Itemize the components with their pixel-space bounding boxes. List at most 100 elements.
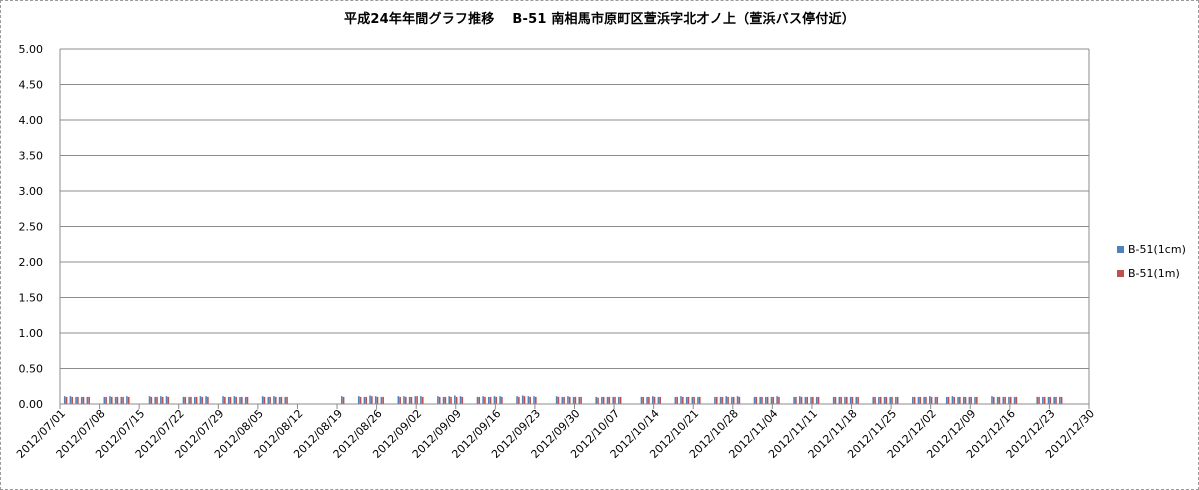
bar-1cm	[878, 396, 880, 404]
bar-1cm	[736, 396, 739, 404]
bar-1m	[936, 396, 939, 404]
bar-1m	[110, 396, 113, 404]
bar-1m	[404, 396, 407, 404]
bar-1m	[269, 396, 271, 404]
bar-1m	[580, 396, 582, 404]
bar-1cm	[595, 396, 598, 404]
bar-1m	[619, 396, 622, 404]
y-tick-label: 5.00	[19, 43, 44, 56]
bar-1cm	[849, 396, 852, 404]
bar-1cm	[719, 396, 722, 404]
bar-1m	[195, 396, 198, 404]
bar-1cm	[855, 396, 858, 404]
bar-1cm	[996, 396, 999, 404]
bar-1m	[563, 396, 565, 404]
bar-1m	[229, 396, 232, 404]
bar-1cm	[154, 396, 157, 404]
bar-1m	[1009, 396, 1012, 404]
bar-1cm	[340, 396, 343, 404]
bar-1cm	[369, 395, 371, 404]
bar-1cm	[222, 396, 224, 404]
bar-1m	[201, 396, 204, 404]
bar-1m	[71, 396, 74, 404]
bar-1cm	[872, 396, 875, 404]
bar-1m	[738, 396, 741, 404]
bar-1cm	[815, 396, 818, 404]
bar-1cm	[120, 396, 123, 404]
bar-1cm	[685, 396, 688, 404]
bar-1cm	[103, 396, 106, 404]
bar-1cm	[499, 396, 501, 404]
bar-1m	[874, 396, 876, 404]
bar-1cm	[278, 396, 281, 404]
bar-1m	[224, 396, 226, 404]
bar-1cm	[923, 396, 925, 404]
bar-1cm	[759, 396, 761, 404]
bar-1m	[698, 396, 701, 404]
bar-1cm	[657, 396, 660, 404]
bar-1cm	[284, 396, 287, 404]
bar-1cm	[408, 396, 411, 404]
bar-1cm	[725, 396, 728, 404]
legend-label-1cm: B-51(1cm)	[1128, 243, 1186, 256]
bar-1cm	[459, 396, 462, 404]
bar-1m	[116, 396, 119, 404]
bar-1m	[851, 396, 854, 404]
bar-1cm	[753, 396, 756, 404]
bar-1cm	[414, 396, 417, 404]
bar-1cm	[974, 396, 976, 404]
bar-1m	[919, 396, 922, 404]
bar-1cm	[160, 396, 162, 404]
bar-1m	[122, 396, 124, 404]
bar-1m	[535, 396, 537, 404]
bar-1cm	[1047, 396, 1050, 404]
bar-1m	[150, 396, 153, 404]
bar-1m	[190, 396, 192, 404]
bar-1cm	[205, 396, 207, 404]
bar-1m	[421, 396, 424, 404]
bar-1cm	[889, 396, 892, 404]
bar-1cm	[934, 396, 937, 404]
bar-1m	[280, 396, 283, 404]
bar-1cm	[917, 396, 920, 404]
legend-swatch-1cm	[1117, 246, 1124, 253]
bar-1cm	[448, 396, 451, 404]
bar-1m	[992, 396, 995, 404]
bar-1m	[263, 396, 266, 404]
bar-1m	[1060, 396, 1063, 404]
bar-1cm	[770, 396, 773, 404]
bar-1cm	[567, 396, 569, 404]
bar-1cm	[674, 396, 677, 404]
bar-1cm	[646, 396, 648, 404]
bar-1m	[416, 396, 418, 404]
bar-1m	[953, 396, 956, 404]
bar-1m	[761, 396, 763, 404]
bar-1m	[693, 396, 695, 404]
bar-1m	[648, 396, 650, 404]
bar-1cm	[454, 395, 456, 404]
bar-1m	[1015, 396, 1018, 404]
legend-item-1cm: B-51(1cm)	[1117, 243, 1186, 256]
y-tick-label: 0.00	[19, 398, 44, 411]
bar-1m	[444, 396, 447, 404]
bar-1cm	[838, 396, 841, 404]
bar-1m	[495, 396, 498, 404]
bar-1cm	[482, 396, 484, 404]
bar-1m	[1004, 396, 1006, 404]
bar-1m	[518, 396, 520, 404]
bar-1cm	[397, 396, 400, 404]
bar-1m	[88, 396, 90, 404]
bar-1m	[817, 396, 820, 404]
y-tick-label: 1.50	[19, 292, 44, 305]
y-tick-label: 3.00	[19, 185, 44, 198]
bar-1m	[274, 396, 277, 404]
bar-1m	[568, 396, 571, 404]
bar-1m	[376, 396, 379, 404]
legend-item-1m: B-51(1m)	[1117, 267, 1180, 280]
bar-1cm	[578, 396, 581, 404]
bar-1cm	[1013, 396, 1016, 404]
bar-1m	[925, 396, 927, 404]
bar-1cm	[80, 396, 83, 404]
bar-1cm	[357, 396, 360, 404]
bar-1cm	[363, 396, 366, 404]
